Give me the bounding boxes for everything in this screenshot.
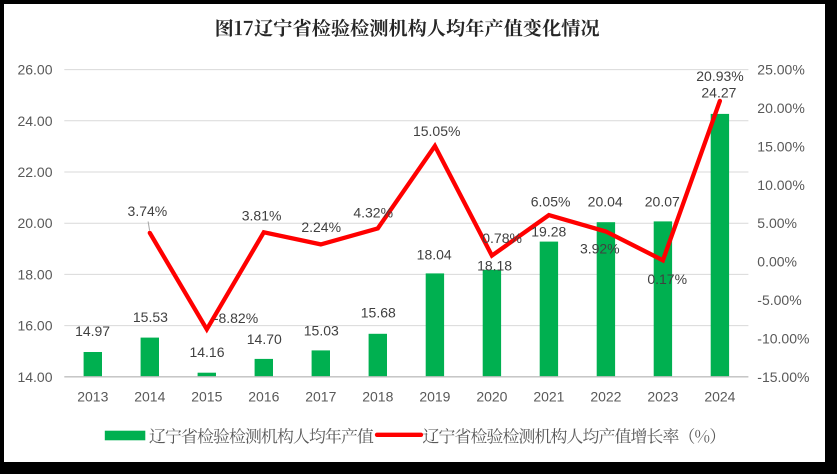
svg-text:2014: 2014 [134, 389, 165, 405]
svg-text:5.00%: 5.00% [757, 215, 797, 231]
svg-text:2013: 2013 [77, 389, 108, 405]
svg-text:15.53: 15.53 [133, 309, 168, 325]
svg-text:2.24%: 2.24% [301, 219, 341, 235]
svg-text:3.74%: 3.74% [128, 203, 168, 219]
svg-text:14.00: 14.00 [17, 369, 52, 385]
svg-text:18.04: 18.04 [417, 247, 452, 263]
svg-text:15.68: 15.68 [361, 305, 396, 321]
svg-text:-8.82%: -8.82% [214, 310, 258, 326]
svg-text:24.00: 24.00 [17, 113, 52, 129]
svg-text:-5.00%: -5.00% [757, 292, 801, 308]
svg-text:20.00: 20.00 [17, 215, 52, 231]
svg-text:10.00%: 10.00% [757, 177, 804, 193]
svg-text:24.27: 24.27 [701, 85, 736, 101]
svg-text:3.92%: 3.92% [580, 241, 620, 257]
svg-text:0.78%: 0.78% [482, 230, 522, 246]
svg-text:-15.00%: -15.00% [757, 369, 809, 385]
svg-text:16.00: 16.00 [17, 318, 52, 334]
svg-text:14.16: 14.16 [189, 344, 224, 360]
svg-text:20.93%: 20.93% [696, 68, 743, 84]
svg-text:2017: 2017 [305, 389, 336, 405]
svg-text:6.05%: 6.05% [531, 193, 571, 209]
svg-text:26.00: 26.00 [17, 62, 52, 78]
svg-text:15.00%: 15.00% [757, 138, 804, 154]
svg-text:2019: 2019 [419, 389, 450, 405]
svg-text:2018: 2018 [362, 389, 393, 405]
svg-text:2021: 2021 [533, 389, 564, 405]
svg-text:18.18: 18.18 [477, 257, 512, 273]
svg-text:15.03: 15.03 [304, 322, 339, 338]
svg-text:0.17%: 0.17% [647, 271, 687, 287]
svg-text:2023: 2023 [647, 389, 678, 405]
svg-text:2022: 2022 [590, 389, 621, 405]
svg-text:4.32%: 4.32% [353, 205, 393, 221]
svg-text:20.07: 20.07 [645, 193, 680, 209]
svg-text:2016: 2016 [248, 389, 279, 405]
svg-text:14.97: 14.97 [75, 323, 110, 339]
svg-text:18.00: 18.00 [17, 266, 52, 282]
svg-text:20.04: 20.04 [588, 193, 623, 209]
svg-text:19.28: 19.28 [531, 224, 566, 240]
svg-text:3.81%: 3.81% [242, 208, 282, 224]
svg-text:2015: 2015 [191, 389, 222, 405]
svg-text:25.00%: 25.00% [757, 62, 804, 78]
svg-text:20.00%: 20.00% [757, 100, 804, 116]
svg-text:14.70: 14.70 [247, 331, 282, 347]
svg-text:-10.00%: -10.00% [757, 330, 809, 346]
svg-text:22.00: 22.00 [17, 164, 52, 180]
svg-text:2020: 2020 [476, 389, 507, 405]
svg-text:15.05%: 15.05% [413, 123, 460, 139]
svg-text:0.00%: 0.00% [757, 254, 797, 270]
svg-text:2024: 2024 [704, 389, 735, 405]
